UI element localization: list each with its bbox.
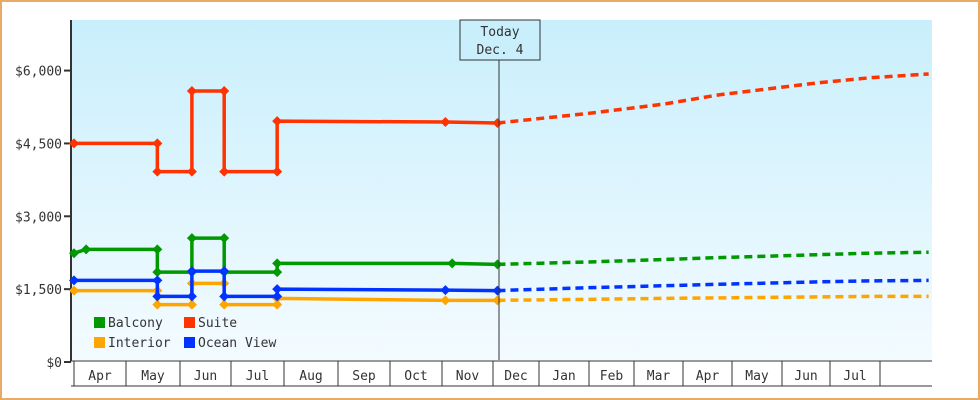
data-point [186, 299, 197, 310]
forecast-line [497, 250, 929, 267]
legend: Balcony Suite Interior Ocean View [94, 316, 276, 351]
x-tick-label: Oct [404, 369, 427, 384]
y-tick-label: $0 [46, 356, 62, 371]
data-point [272, 166, 283, 177]
x-tick-label: Jun [794, 369, 817, 384]
data-point [152, 138, 163, 149]
data-point [492, 295, 503, 306]
data-point [219, 299, 230, 310]
data-point [69, 248, 79, 259]
data-point [152, 166, 163, 177]
data-point [492, 118, 503, 129]
data-point [219, 266, 230, 277]
x-tick-label: Jun [194, 369, 217, 384]
data-point [272, 258, 283, 269]
data-point [186, 266, 197, 277]
y-tick-label: $6,000 [15, 65, 62, 80]
x-tick-label: Sep [352, 369, 376, 384]
x-tick-label: Jul [246, 369, 269, 384]
data-point [81, 244, 92, 255]
forecast-line [497, 294, 929, 303]
data-point [152, 267, 163, 278]
data-point [272, 267, 283, 278]
data-point [272, 299, 283, 310]
legend-label: Suite [198, 316, 237, 331]
data-point [186, 233, 197, 244]
data-point [219, 85, 230, 96]
data-point [219, 291, 230, 302]
forecast-line [497, 278, 929, 293]
data-point [152, 299, 163, 310]
forecast-line [497, 72, 929, 125]
data-point [152, 244, 163, 255]
legend-label: Ocean View [198, 336, 276, 351]
y-tick-label: $1,500 [15, 283, 62, 298]
x-tick-label: Jan [552, 369, 575, 384]
data-point [440, 295, 451, 306]
x-tick-label: Nov [456, 369, 480, 384]
legend-label: Interior [108, 336, 171, 351]
data-point [272, 116, 283, 127]
today-label: Today [480, 25, 519, 40]
data-point [492, 285, 503, 296]
today-date: Dec. 4 [477, 43, 524, 58]
legend-label: Balcony [108, 316, 163, 331]
series-suite [69, 72, 929, 177]
data-point [69, 138, 79, 149]
data-point [186, 291, 197, 302]
x-tick-label: Dec [504, 369, 527, 384]
data-point [219, 166, 230, 177]
x-tick-label: Feb [600, 369, 624, 384]
data-point [69, 285, 79, 296]
legend-swatch [184, 317, 195, 328]
x-tick-label: Apr [88, 369, 112, 384]
y-tick-label: $3,000 [15, 210, 62, 225]
x-tick-label: Mar [647, 369, 671, 384]
data-point [152, 275, 163, 286]
data-point [440, 285, 451, 296]
legend-swatch [94, 337, 105, 348]
series-ocean-view [69, 266, 929, 302]
plot-area [71, 20, 932, 360]
data-point [186, 166, 197, 177]
data-point [69, 275, 79, 286]
x-tick-label: Jul [843, 369, 866, 384]
x-tick-label: Apr [696, 369, 720, 384]
today-marker: Today Dec. 4 [459, 19, 541, 360]
data-point [492, 259, 503, 270]
y-tick-label: $4,500 [15, 137, 62, 152]
legend-swatch [94, 317, 105, 328]
x-tick-label: May [745, 369, 769, 384]
data-point [272, 284, 283, 295]
data-point [447, 258, 458, 269]
legend-swatch [184, 337, 195, 348]
data-point [152, 291, 163, 302]
data-point [440, 117, 451, 128]
data-point [219, 233, 230, 244]
data-point [186, 85, 197, 96]
data-point [272, 291, 283, 302]
x-tick-label: May [141, 369, 165, 384]
x-tick-label: Aug [299, 369, 322, 384]
history-line [73, 236, 498, 274]
